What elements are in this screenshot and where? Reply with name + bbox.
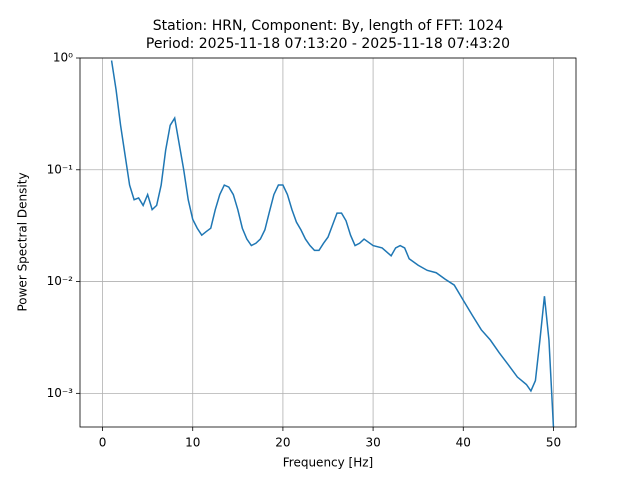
x-tick-label: 40 <box>456 436 471 450</box>
y-tick-label: 10⁻¹ <box>47 162 74 176</box>
x-tick-label: 30 <box>365 436 380 450</box>
y-tick-label: 10⁻² <box>47 274 74 288</box>
x-tick-label: 20 <box>275 436 290 450</box>
plot-frame <box>79 57 577 428</box>
y-tick-label: 10⁻³ <box>47 386 74 400</box>
chart-title: Station: HRN, Component: By, length of F… <box>153 18 504 34</box>
data-line <box>110 60 555 427</box>
x-tick-label: 50 <box>546 436 561 450</box>
chart-subtitle: Period: 2025-11-18 07:13:20 - 2025-11-18… <box>146 36 510 52</box>
x-tick-label: 0 <box>99 436 107 450</box>
y-tick-label: 10⁰ <box>53 51 73 65</box>
y-axis-label: Power Spectral Density <box>16 172 30 311</box>
x-axis-label: Frequency [Hz] <box>283 456 374 470</box>
x-tick-label: 10 <box>185 436 200 450</box>
